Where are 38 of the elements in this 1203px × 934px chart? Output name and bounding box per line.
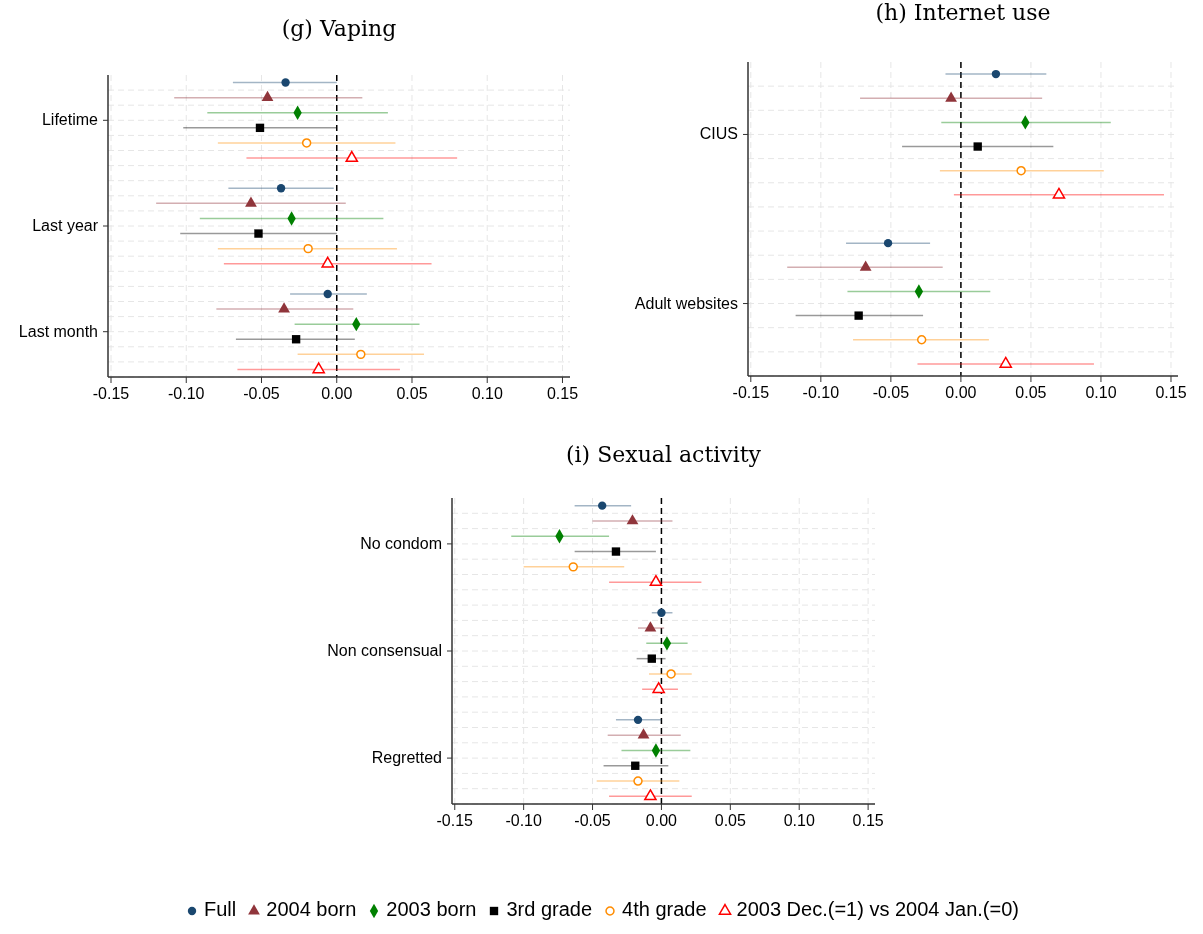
x-tick-label: 0.00 — [645, 812, 678, 829]
y-tick-label: No condom — [360, 534, 442, 552]
x-tick-label: -0.05 — [872, 384, 910, 401]
x-tick-label: -0.15 — [92, 385, 130, 402]
legend-label: 2004 born — [266, 898, 357, 921]
y-tick-label: Non consensual — [327, 642, 442, 659]
y-tick-label: CIUS — [699, 125, 738, 143]
legend-label: 4th grade — [622, 898, 707, 921]
chart-title: (h) Internet use — [875, 0, 1051, 25]
y-tick-label: Lifetime — [41, 111, 99, 129]
y-tick-label: Regretted — [371, 749, 442, 767]
x-tick-label: 0.10 — [1085, 384, 1117, 401]
x-tick-label: 0.05 — [1015, 384, 1047, 401]
x-tick-label: -0.15 — [732, 384, 770, 401]
chart-title: (g) Vaping — [281, 16, 397, 41]
y-tick-label: Last month — [18, 322, 98, 340]
x-tick-label: -0.05 — [243, 385, 280, 402]
chart-title: (i) Sexual activity — [565, 442, 762, 467]
x-tick-label: -0.15 — [436, 812, 474, 829]
x-tick-label: -0.05 — [574, 812, 611, 829]
y-tick-label: Last year — [32, 217, 99, 234]
x-tick-label: -0.10 — [505, 812, 542, 829]
x-tick-label: 0.00 — [945, 384, 977, 401]
legend-label: 2003 born — [386, 898, 477, 921]
x-tick-label: 0.10 — [471, 385, 503, 402]
x-tick-label: -0.10 — [802, 384, 840, 401]
legend-label: 2003 Dec.(=1) vs 2004 Jan.(=0) — [736, 898, 1019, 921]
x-tick-label: 0.05 — [714, 812, 746, 829]
x-tick-label: 0.00 — [321, 385, 353, 402]
legend-label: 3rd grade — [506, 898, 593, 921]
x-tick-label: 0.10 — [783, 812, 815, 829]
y-tick-label: Adult websites — [634, 294, 738, 312]
x-tick-label: 0.15 — [1155, 384, 1187, 401]
x-tick-label: -0.10 — [168, 385, 205, 402]
x-tick-label: 0.05 — [396, 385, 428, 402]
x-tick-label: 0.15 — [852, 812, 884, 829]
x-tick-label: 0.15 — [546, 385, 579, 402]
legend-label: Full — [204, 898, 237, 921]
